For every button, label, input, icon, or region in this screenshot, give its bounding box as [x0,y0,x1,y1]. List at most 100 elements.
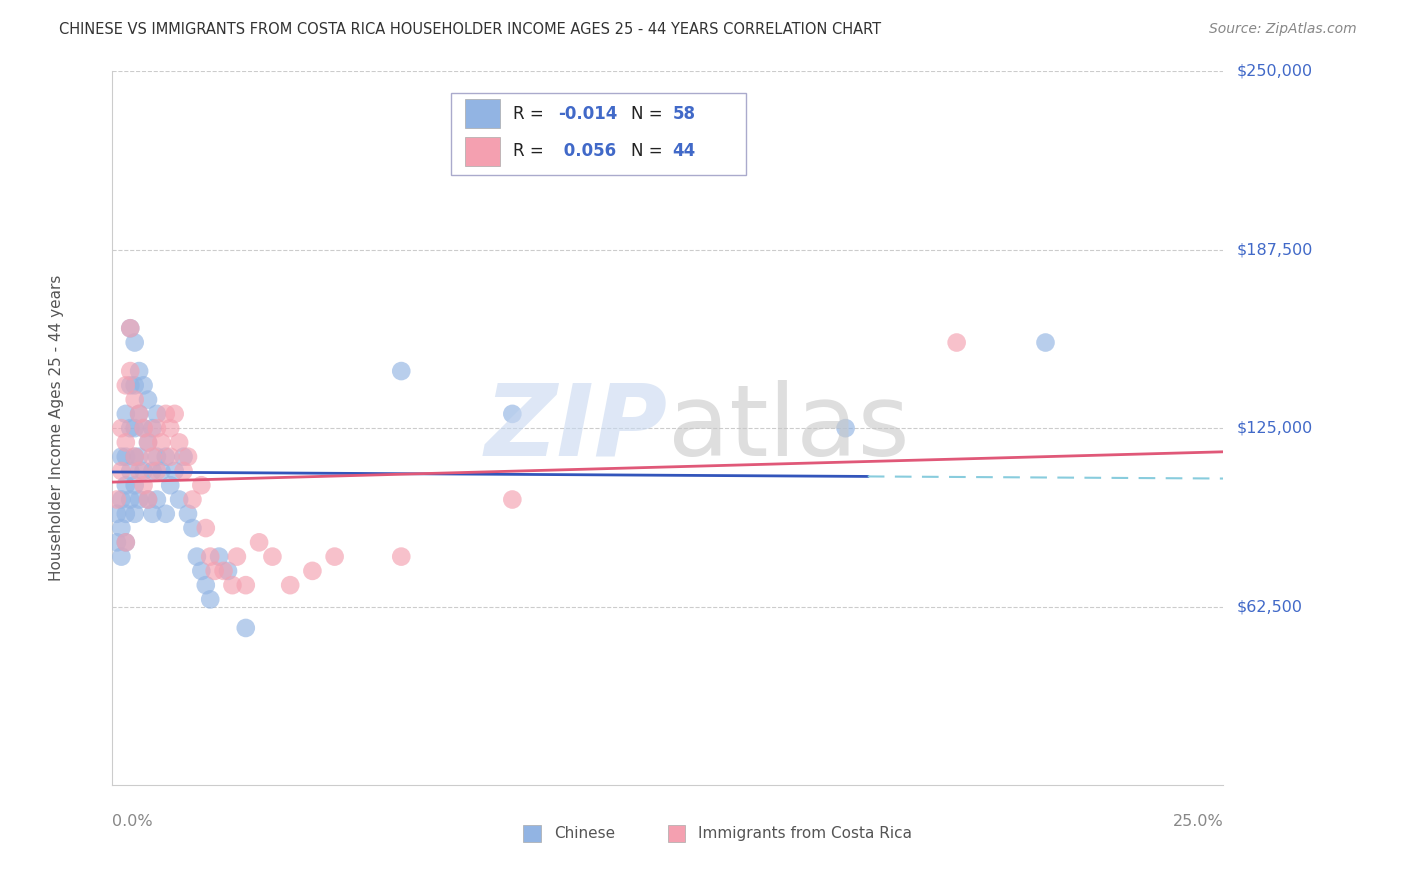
Point [190,478,212,492]
Point [120,492,142,507]
Text: R =: R = [513,104,550,122]
Point [132,421,155,435]
Point [235,621,257,635]
Point [177,507,200,521]
Point [389,364,412,378]
Point [177,450,200,464]
Text: -0.014: -0.014 [558,104,617,122]
Text: Chinese: Chinese [554,826,614,841]
Point [204,564,226,578]
Point [114,535,136,549]
Text: ZIP: ZIP [485,380,668,476]
Text: 0.0%: 0.0% [112,814,153,829]
Point [128,450,150,464]
Point [128,407,150,421]
Point [150,435,173,450]
Point [114,507,136,521]
Point [186,549,208,564]
Point [120,321,142,335]
Point [124,450,146,464]
Point [200,592,222,607]
Point [501,407,523,421]
Point [124,392,146,407]
Point [212,564,235,578]
Bar [464,136,501,166]
Point [128,364,150,378]
Point [114,378,136,392]
Point [136,492,159,507]
Text: 58: 58 [672,104,696,122]
Point [163,407,186,421]
Point [110,421,132,435]
Text: Immigrants from Costa Rica: Immigrants from Costa Rica [699,826,912,841]
Point [181,492,204,507]
Point [124,335,146,350]
Point [389,549,412,564]
Text: 0.056: 0.056 [558,143,616,161]
Point [132,378,155,392]
Point [124,478,146,492]
Point [159,421,181,435]
Text: $187,500: $187,500 [1237,243,1313,257]
Point [194,521,217,535]
Point [501,492,523,507]
Point [120,464,142,478]
Point [105,507,128,521]
Text: N =: N = [631,143,668,161]
Point [120,364,142,378]
Point [110,549,132,564]
Point [136,435,159,450]
Point [124,378,146,392]
Point [128,492,150,507]
Text: 44: 44 [672,143,696,161]
Point [167,435,190,450]
Point [110,464,132,478]
Point [208,549,231,564]
Point [194,578,217,592]
Point [301,564,323,578]
Point [159,450,181,464]
Point [141,450,163,464]
Point [1035,335,1057,350]
Point [141,421,163,435]
Point [110,450,132,464]
Point [278,578,301,592]
Point [247,535,270,549]
Point [217,564,239,578]
Point [262,549,284,564]
Bar [668,825,685,842]
Point [128,407,150,421]
Text: $62,500: $62,500 [1237,599,1303,614]
Point [146,492,169,507]
Point [105,492,128,507]
Point [114,478,136,492]
Point [132,464,155,478]
Point [120,321,142,335]
Text: Householder Income Ages 25 - 44 years: Householder Income Ages 25 - 44 years [49,275,65,582]
Point [163,464,186,478]
Point [155,407,177,421]
Point [221,578,243,592]
Point [155,450,177,464]
Text: atlas: atlas [668,380,910,476]
Point [124,507,146,521]
Point [141,507,163,521]
Point [120,378,142,392]
Point [120,421,142,435]
Text: CHINESE VS IMMIGRANTS FROM COSTA RICA HOUSEHOLDER INCOME AGES 25 - 44 YEARS CORR: CHINESE VS IMMIGRANTS FROM COSTA RICA HO… [59,22,882,37]
Point [159,478,181,492]
Point [114,450,136,464]
Point [132,478,155,492]
Point [124,421,146,435]
Point [110,492,132,507]
Text: $125,000: $125,000 [1237,421,1313,435]
Point [146,421,169,435]
Point [235,578,257,592]
Text: R =: R = [513,143,550,161]
Point [114,535,136,549]
Point [323,549,346,564]
Point [146,450,169,464]
Bar [464,99,501,128]
Point [146,464,169,478]
Point [225,549,247,564]
